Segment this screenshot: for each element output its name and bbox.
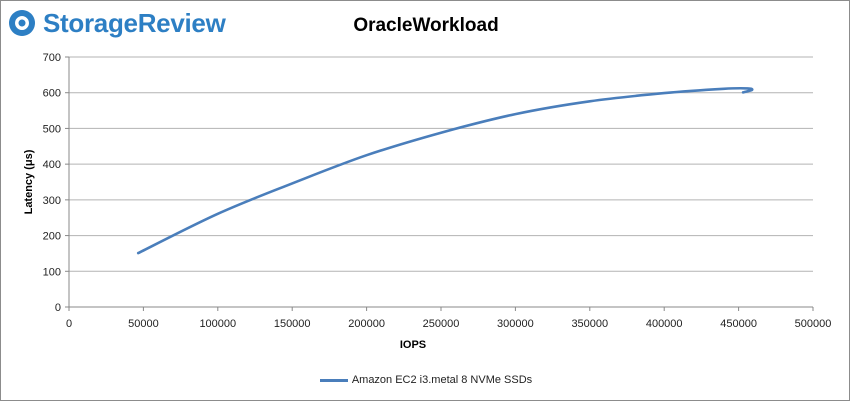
x-tick-label: 0 [66, 318, 72, 330]
x-axis-title: IOPS [400, 339, 426, 351]
axes [65, 56, 814, 311]
gridlines [69, 56, 813, 272]
series-lines [136, 86, 754, 255]
x-tick-label: 500000 [795, 318, 832, 330]
legend-label: Amazon EC2 i3.metal 8 NVMe SSDs [351, 374, 533, 386]
x-tick-label: 400000 [646, 318, 683, 330]
x-tick-label: 100000 [199, 318, 236, 330]
x-tick-labels: 0 50000 100000 150000 200000 250000 300000 3500… [66, 318, 831, 330]
series-line [136, 86, 754, 255]
y-tick-label: 600 [43, 88, 61, 100]
x-tick-label: 450000 [720, 318, 757, 330]
storagereview-logo-icon [9, 10, 36, 36]
y-tick-label: 200 [43, 231, 61, 243]
legend: Amazon EC2 i3.metal 8 NVMe SSDs [1, 374, 850, 386]
y-tick-label: 0 [55, 302, 61, 314]
y-tick-label: 700 [43, 52, 61, 64]
x-tick-label: 350000 [571, 318, 608, 330]
x-tick-label: 50000 [128, 318, 159, 330]
legend-swatch [319, 378, 348, 382]
x-tick-label: 250000 [423, 318, 460, 330]
logo-text: StorageReview [43, 7, 226, 38]
y-tick-label: 400 [43, 159, 61, 171]
x-tick-label: 200000 [348, 318, 385, 330]
y-tick-label: 100 [43, 266, 61, 278]
x-tick-label: 300000 [497, 318, 534, 330]
y-tick-label: 300 [43, 195, 61, 207]
y-axis-title: Latency (μs) [23, 149, 35, 214]
storagereview-logo: StorageReview [7, 6, 226, 40]
chart-title: OracleWorkload [353, 15, 499, 36]
y-tick-labels: 0 100 200 300 400 500 600 700 [43, 52, 61, 314]
y-tick-label: 500 [43, 123, 61, 135]
x-tick-label: 150000 [274, 318, 311, 330]
